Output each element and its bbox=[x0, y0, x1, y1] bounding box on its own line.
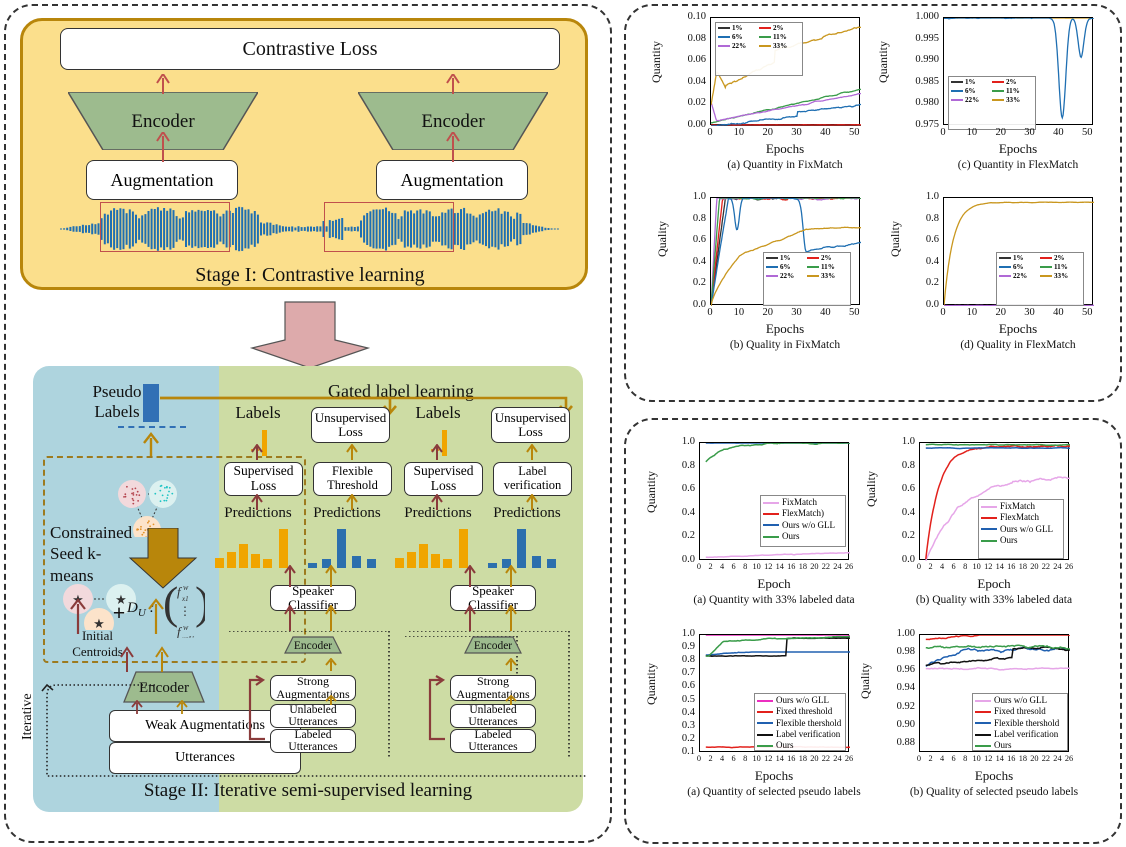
svg-text:): ) bbox=[195, 578, 205, 628]
svg-text:xnU: xnU bbox=[181, 635, 195, 638]
svg-text:⋮: ⋮ bbox=[179, 604, 191, 618]
svg-text:w: w bbox=[183, 623, 189, 632]
svg-text:x1: x1 bbox=[181, 595, 189, 603]
svg-text:Encoder: Encoder bbox=[421, 111, 485, 132]
svg-text:Encoder: Encoder bbox=[131, 111, 195, 132]
svg-text:w: w bbox=[183, 583, 189, 592]
